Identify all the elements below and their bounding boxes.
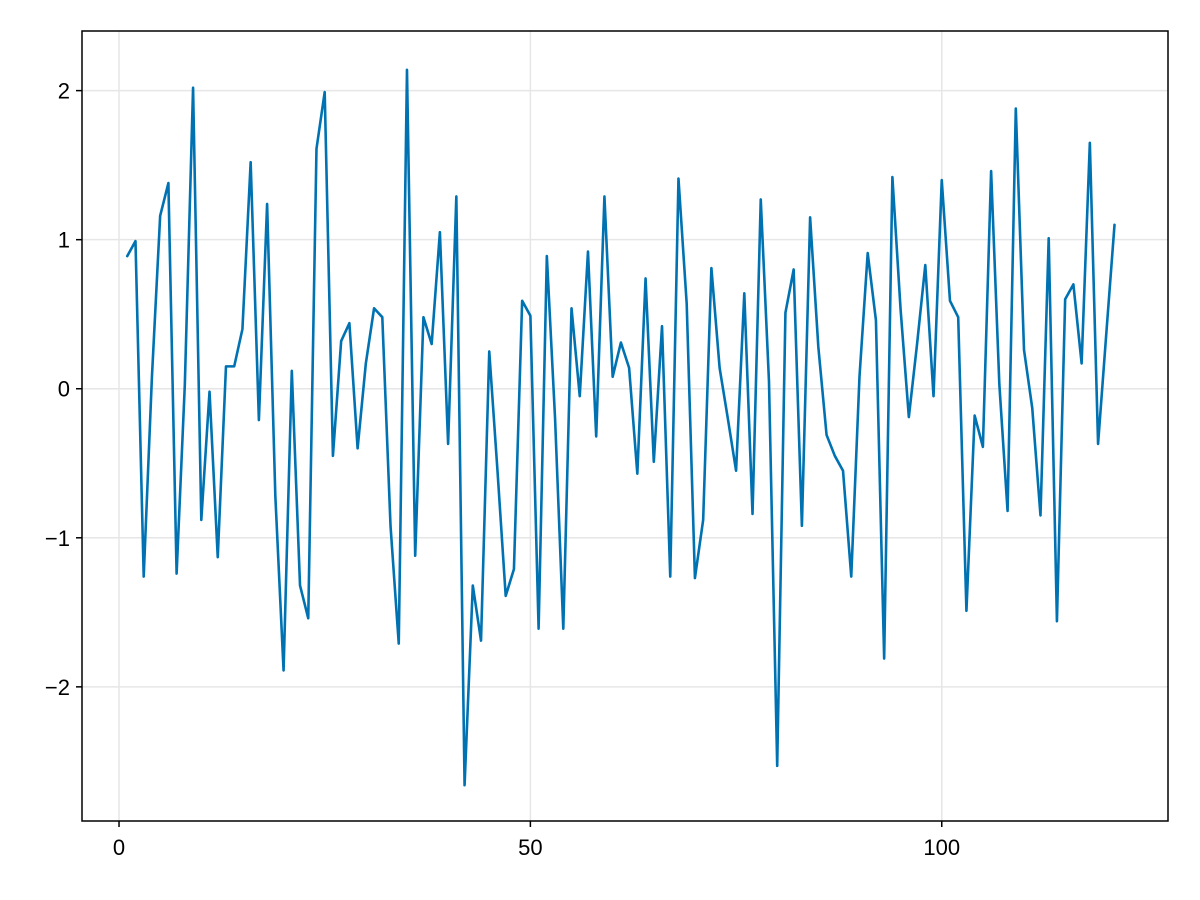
x-tick-label: 50 <box>518 835 542 860</box>
y-tick-label: 2 <box>58 79 70 104</box>
y-axis-ticks <box>76 89 82 688</box>
y-tick-label: 0 <box>58 377 70 402</box>
y-tick-label: −2 <box>45 675 70 700</box>
x-gridlines <box>118 31 943 821</box>
x-tick-label: 0 <box>113 835 125 860</box>
y-axis-tick-labels: −2 −1 0 1 2 <box>45 79 70 700</box>
y-tick-label: −1 <box>45 526 70 551</box>
plot-frame <box>81 30 1169 822</box>
series-line <box>125 68 1116 787</box>
y-gridlines <box>82 89 1168 688</box>
series-layer <box>125 68 1116 787</box>
x-axis-ticks <box>118 821 943 827</box>
x-axis-tick-labels: 0 50 100 <box>113 835 960 860</box>
x-tick-label: 100 <box>923 835 960 860</box>
y-tick-label: 1 <box>58 228 70 253</box>
